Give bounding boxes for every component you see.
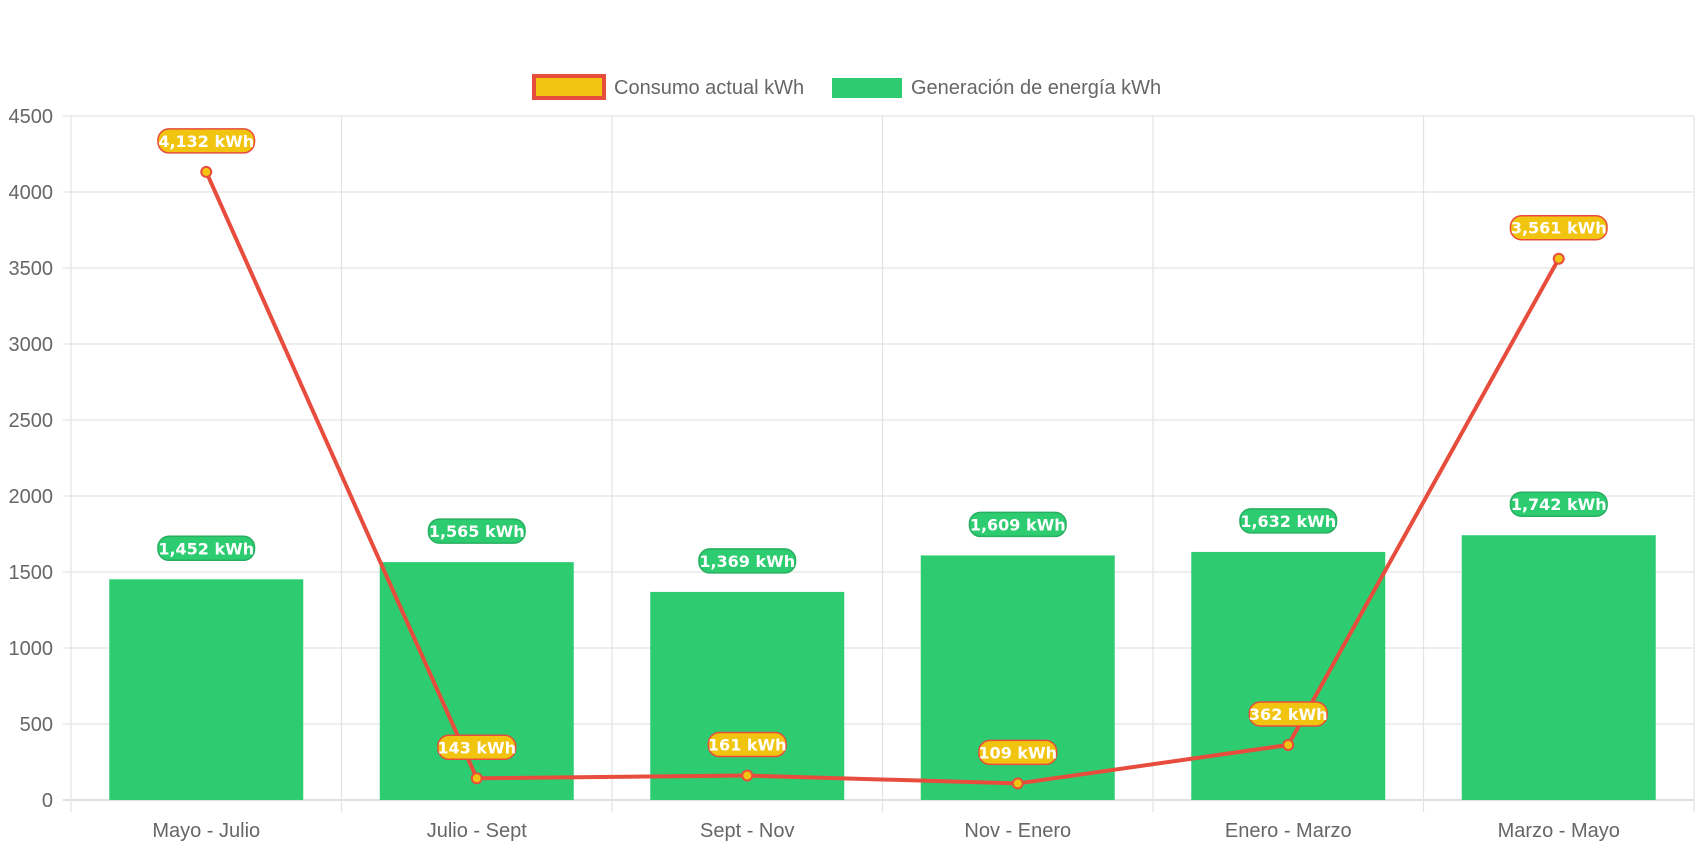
line-point [1282,738,1295,751]
bar-data-label-bg [1239,508,1338,534]
bar-data-label-bg [1509,491,1608,517]
x-tick-label: Nov - Enero [964,820,1071,842]
y-tick-label: 4000 [9,182,54,204]
y-tick-label: 1500 [9,562,54,584]
x-tick-label: Mayo - Julio [152,820,260,842]
bar-data-label-bg [157,535,256,562]
bar-data-label: 1,369 kWh [699,552,795,571]
line-data-label: 3,561 kWh [1511,219,1607,238]
line-data-label-bg [1248,701,1328,727]
legend-swatch-generacion [832,78,902,98]
x-tick-label: Julio - Sept [427,820,527,842]
bar-data-label: 1,565 kWh [429,522,525,541]
bar [650,591,845,800]
y-tick-label: 0 [42,790,53,812]
bar [109,579,304,800]
legend: Consumo actual kWh Generación de energía… [532,74,1161,100]
line-path [204,171,1561,786]
legend-item-generacion[interactable]: Generación de energía kWh [832,77,1161,99]
line-data-label: 4,132 kWh [158,132,254,151]
bar-data-label: 1,632 kWh [1240,512,1336,531]
bar [1461,535,1656,800]
bar [1191,551,1386,800]
legend-label-consumo: Consumo actual kWh [614,77,804,99]
bar [379,562,574,800]
bar-data-label-bg [698,548,797,574]
y-tick-label: 2500 [9,410,54,432]
line-point [470,772,483,785]
x-tick-label: Marzo - Mayo [1498,820,1620,842]
line-data-label-bg [978,739,1058,766]
legend-item-consumo[interactable]: Consumo actual kWh [532,74,804,100]
bar-data-label-bg [427,518,526,544]
bar-data-label: 1,742 kWh [1511,495,1607,514]
line-point [1011,777,1024,790]
line-data-label: 143 kWh [437,738,516,757]
line-data-label-bg [1509,214,1608,241]
y-tick-label: 500 [20,714,53,736]
y-tick-label: 1000 [9,638,54,660]
legend-swatch-consumo [532,74,606,100]
bar-data-label-bg [968,511,1067,538]
line-data-label-bg [707,731,787,758]
x-tick-label: Enero - Marzo [1225,820,1352,842]
line-data-label-bg [437,734,517,761]
legend-label-generacion: Generación de energía kWh [911,77,1161,99]
line-point [741,769,754,782]
bar-series [109,535,1656,800]
bar-data-label: 1,609 kWh [970,515,1066,534]
line-data-label: 109 kWh [978,743,1057,762]
y-tick-label: 2000 [9,486,54,508]
line-data-label-bg [157,128,256,154]
data-labels: 1,452 kWh 1,565 kWh 1,369 kWh 1,609 kWh 1,63… [157,128,1608,766]
y-tick-label: 3500 [9,258,54,280]
line-data-label: 362 kWh [1249,705,1328,724]
axes: 0 500 1000 1500 2000 2500 3000 3500 4000 4500 Mayo… [9,106,1620,842]
line-point [200,165,213,178]
line-data-label: 161 kWh [708,736,787,755]
grid [63,115,1695,812]
bar-data-label: 1,452 kWh [158,539,254,558]
line-series [200,165,1565,790]
y-tick-label: 3000 [9,334,54,356]
x-tick-label: Sept - Nov [700,820,794,842]
y-tick-label: 4500 [9,106,54,128]
line-point [1552,252,1565,265]
